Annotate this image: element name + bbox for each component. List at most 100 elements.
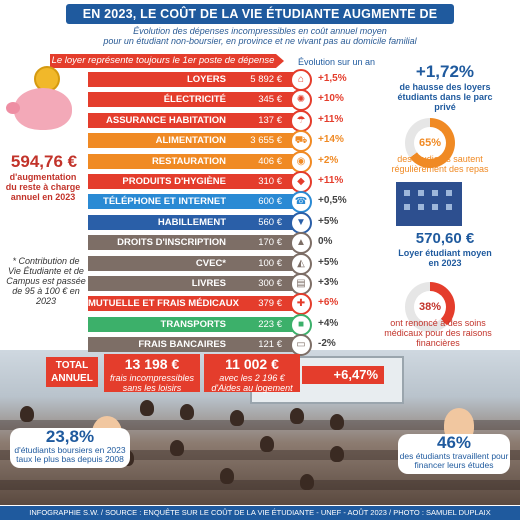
lightbulb-icon: ✺	[290, 89, 312, 111]
expense-label: DROITS D'INSCRIPTION	[117, 237, 226, 248]
expense-amount: 137 €	[258, 115, 282, 126]
total-box-aides: 11 002 € avec les 2 196 € d'Aides au log…	[204, 354, 300, 393]
evolution-header: Évolution sur un an	[298, 57, 376, 67]
expense-change: +14%	[318, 134, 344, 145]
reste-value: 594,76 €	[10, 152, 78, 171]
expense-bar: FRAIS BANCAIRES 121 €	[88, 337, 296, 352]
expense-amount: 379 €	[258, 298, 282, 309]
student-head	[230, 410, 244, 426]
subtitle-line-1: Évolution des dépenses incompressibles e…	[133, 26, 387, 36]
expense-change: +4%	[318, 318, 339, 329]
student-head	[330, 414, 344, 430]
cvec-note: * Contribution de Vie Étudiante et de Ca…	[6, 256, 86, 306]
student-head	[180, 404, 194, 420]
expense-amount: 5 892 €	[250, 74, 282, 85]
expense-change: +2%	[318, 155, 339, 166]
subtitle: Évolution des dépenses incompressibles e…	[60, 26, 460, 46]
expense-amount: 170 €	[258, 237, 282, 248]
phone-icon: ☎	[290, 191, 312, 213]
expense-amount: 600 €	[258, 196, 282, 207]
expense-change: +3%	[318, 277, 339, 288]
umbrella-icon: ☂	[290, 110, 312, 132]
cart-icon: ⛟	[290, 130, 312, 152]
expense-bar: ALIMENTATION 3 655 €	[88, 133, 296, 148]
seat-row	[0, 480, 520, 490]
repas-text: des étudiants sautent régulièrement des …	[391, 154, 489, 174]
loyer-moyen-text: Loyer étudiant moyen en 2023	[398, 248, 492, 268]
boursiers-text: d'étudiants boursiers en 2023 taux le pl…	[14, 445, 126, 464]
expense-label: TRANSPORTS	[160, 319, 226, 330]
expense-amount: 345 €	[258, 94, 282, 105]
expense-bar: PRODUITS D'HYGIÈNE 310 €	[88, 174, 296, 189]
expense-label: FRAIS BANCAIRES	[138, 339, 226, 350]
travail-box: 46% des étudiants travaillent pour finan…	[398, 434, 510, 474]
student-head	[290, 408, 304, 424]
total-change: +6,47%	[302, 366, 384, 384]
expense-label: RESTAURATION	[151, 156, 226, 167]
expense-change: +5%	[318, 216, 339, 227]
student-head	[300, 474, 314, 490]
soins-text: ont renoncé à des soins médicaux pour de…	[384, 318, 492, 348]
travail-text: des étudiants travaillent pour financer …	[399, 451, 509, 470]
expense-label: LOYERS	[186, 74, 226, 85]
expense-amount: 560 €	[258, 217, 282, 228]
expense-label: HABILLEMENT	[157, 217, 226, 228]
repas-pct: 65%	[414, 127, 446, 159]
total-sub: frais incompressibles sans les loisirs	[109, 373, 195, 393]
expense-amount: 300 €	[258, 278, 282, 289]
reste-text: d'augmentation du reste à charge annuel …	[5, 172, 81, 202]
expense-bar: ASSURANCE HABITATION 137 €	[88, 113, 296, 128]
expense-change: +1,5%	[318, 73, 347, 84]
mortarboard-icon: ◭	[290, 253, 312, 275]
expense-bar: TRANSPORTS 223 €	[88, 317, 296, 332]
expense-amount: 406 €	[258, 156, 282, 167]
card-icon: ▭	[290, 334, 312, 356]
total-box-incompressibles: 13 198 € frais incompressibles sans les …	[104, 354, 200, 393]
student-head	[20, 406, 34, 422]
expense-label: LIVRES	[191, 278, 226, 289]
total-aides-sub: avec les 2 196 € d'Aides au logement	[211, 373, 293, 393]
expense-label: ASSURANCE HABITATION	[106, 115, 226, 126]
coin-icon	[34, 66, 60, 92]
subtitle-line-2: pour un étudiant non-boursier, en provin…	[103, 36, 417, 46]
expense-change: +10%	[318, 93, 344, 104]
plate-icon: ◉	[290, 151, 312, 173]
loyer-moyen-value: 570,60 €	[415, 230, 475, 247]
total-value: 13 198 €	[124, 356, 180, 372]
expense-change: 0%	[318, 236, 333, 247]
footer-credits: INFOGRAPHIE S.W. / SOURCE : ENQUÊTE SUR …	[0, 506, 520, 520]
total-aides-value: 11 002 €	[225, 356, 279, 372]
student-head	[140, 400, 154, 416]
expense-bar: CVEC* 100 €	[88, 256, 296, 271]
expense-bar: MUTUELLE ET FRAIS MÉDICAUX 379 €	[88, 296, 296, 311]
expense-label: CVEC*	[195, 258, 226, 269]
expense-change: +11%	[318, 175, 344, 186]
expense-amount: 223 €	[258, 319, 282, 330]
graduation-icon: ▲	[290, 232, 312, 254]
expense-label: TÉLÉPHONE ET INTERNET	[103, 196, 226, 207]
loyers-hausse-pct: +1,72%	[415, 62, 475, 81]
expense-bar: HABILLEMENT 560 €	[88, 215, 296, 230]
house-icon: ⌂	[290, 69, 312, 91]
expense-amount: 3 655 €	[250, 135, 282, 146]
expense-change: +11%	[318, 114, 344, 125]
page-title: EN 2023, LE COÛT DE LA VIE ÉTUDIANTE AUG…	[66, 4, 454, 41]
repas-donut: 65%	[405, 118, 455, 168]
expense-change: +5%	[318, 257, 339, 268]
total-tag: TOTAL ANNUEL	[46, 357, 98, 387]
expense-bar: ÉLECTRICITÉ 345 €	[88, 92, 296, 107]
soap-icon: ◆	[290, 171, 312, 193]
expense-label: ALIMENTATION	[155, 135, 226, 146]
student-head	[330, 446, 344, 462]
expense-change: -2%	[318, 338, 336, 349]
expense-bar: DROITS D'INSCRIPTION 170 €	[88, 235, 296, 250]
expense-amount: 310 €	[258, 176, 282, 187]
building-icon	[396, 182, 462, 226]
travail-pct: 46%	[436, 433, 472, 452]
expense-change: +6%	[318, 297, 339, 308]
expense-label: MUTUELLE ET FRAIS MÉDICAUX	[88, 298, 239, 309]
expense-bar: LIVRES 300 €	[88, 276, 296, 291]
medical-cross-icon: ✚	[290, 293, 312, 315]
expense-bar: TÉLÉPHONE ET INTERNET 600 €	[88, 194, 296, 209]
seat-row	[0, 420, 520, 430]
